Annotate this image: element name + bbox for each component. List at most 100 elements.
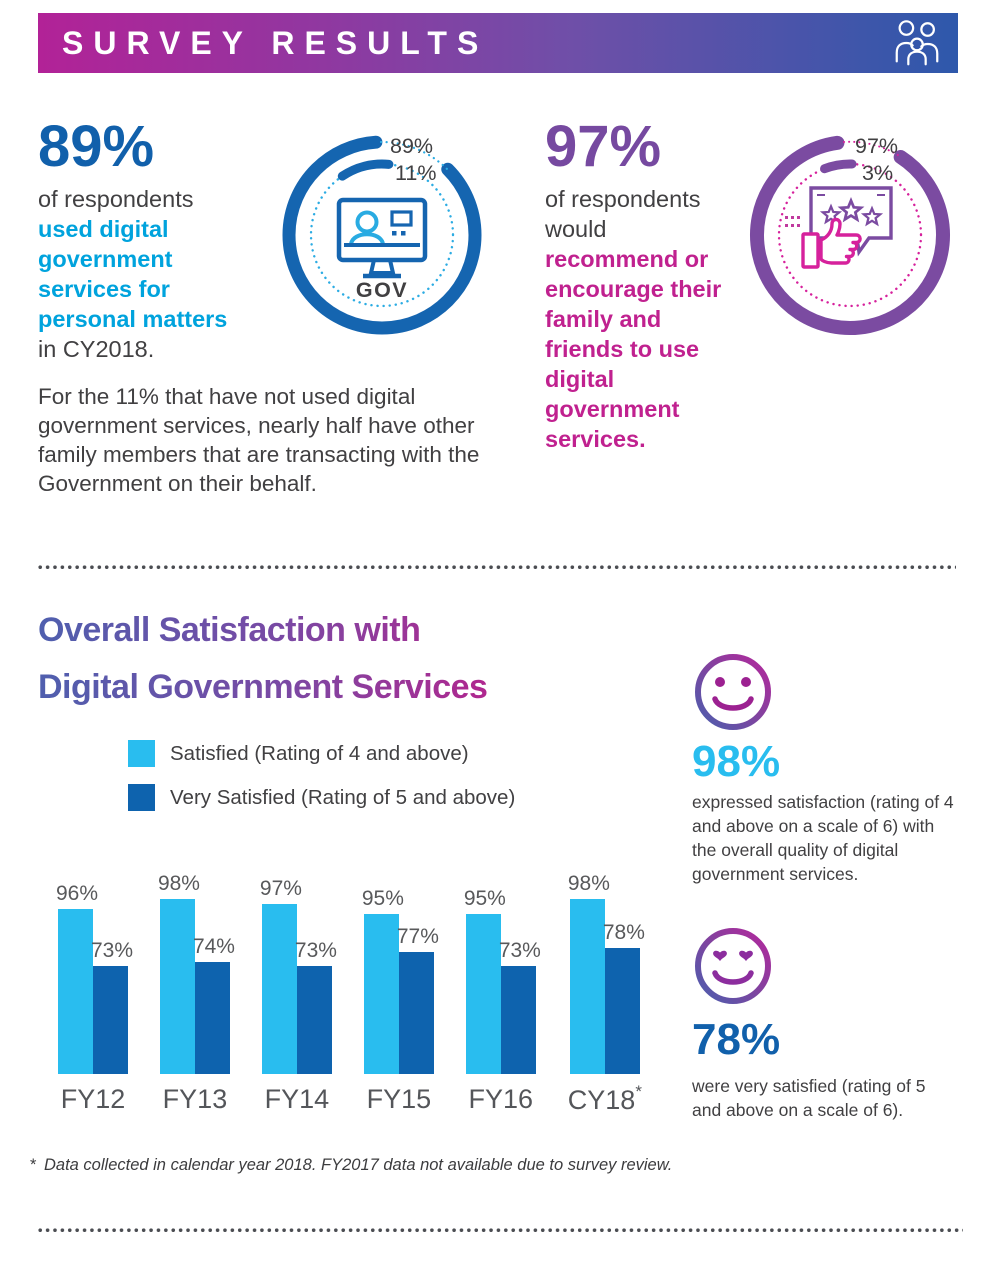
bar-very-satisfied-FY12: 73% <box>91 939 133 1074</box>
smiley-heart-eyes-icon <box>695 928 771 1004</box>
callout-98-value: 98% <box>692 737 781 786</box>
stat-97-line: government <box>545 396 680 422</box>
footnote-marker-ref: * <box>635 1082 642 1101</box>
speed-dots <box>785 216 800 227</box>
bar-pair: 98% 78% <box>568 858 645 1074</box>
page-title: SURVEY RESULTS <box>62 24 489 61</box>
bar-chart-groups: 96% 73% FY12 98% 74% FY13 97% 73% FY14 95% 77% FY15… <box>56 858 645 1116</box>
arc-3 <box>774 159 926 311</box>
bar-value-label: 73% <box>294 939 337 962</box>
bar-value-label: 97% <box>259 877 302 900</box>
section-title: Overall Satisfaction with Digital Govern… <box>38 602 487 716</box>
legend-label: Very Satisfied (Rating of 5 and above) <box>170 785 516 809</box>
donut-label-89: 89% <box>390 134 433 158</box>
bar-satisfied-FY13: 98% <box>158 872 200 1074</box>
bar-pair: 98% 74% <box>158 858 235 1074</box>
section-title-line1: Overall Satisfaction with <box>38 611 421 649</box>
legend-swatch-very-satisfied <box>128 784 155 811</box>
bar-satisfied-CY18: 98% <box>568 872 610 1074</box>
stat-89-line: government <box>38 246 173 272</box>
donut-chart-used-services: 89% 11% GOV <box>282 134 482 335</box>
bar-group-FY12: 96% 73% FY12 <box>56 858 133 1116</box>
bar-satisfied-FY14: 97% <box>260 877 302 1074</box>
dotted-leader <box>379 140 450 172</box>
stat-97-line: services. <box>545 426 646 452</box>
bar-value-label: 74% <box>192 935 235 958</box>
callout-98-text: expressed satisfaction (rating of 4 and … <box>692 792 954 884</box>
category-label-FY12: FY12 <box>60 1084 126 1114</box>
legend-label: Satisfied (Rating of 4 and above) <box>170 741 469 765</box>
donut-chart-recommend: 97% 3% <box>750 134 950 335</box>
section-title-line2: Digital Government Services <box>38 668 488 706</box>
stat-89-line: used digital <box>38 216 169 242</box>
bar-pair: 95% 73% <box>464 858 541 1074</box>
dotted-leader <box>843 140 902 158</box>
satisfaction-bar-chart: 96% 73% FY12 98% 74% FY13 97% 73% FY14 95% 77% FY15… <box>56 858 645 1116</box>
stat-97-line: digital <box>545 366 615 392</box>
bar-satisfied-FY12: 96% <box>56 882 98 1074</box>
stat-89-line: in CY2018. <box>38 336 155 362</box>
stat-89-value: 89% <box>38 114 155 179</box>
family-icon <box>895 20 939 66</box>
legend-swatch-satisfied <box>128 740 155 767</box>
callout-78-text: were very satisfied (rating of 5 and abo… <box>692 1076 926 1120</box>
arc-11 <box>306 159 458 311</box>
footnote: * Data collected in calendar year 2018. … <box>30 1154 684 1177</box>
stat-97-line: would <box>545 216 607 242</box>
stat-97-value: 97% <box>545 114 662 179</box>
arc-97 <box>750 135 950 335</box>
stat-89-line: services for <box>38 276 170 302</box>
bar-value-label: 73% <box>91 939 134 962</box>
stat-used-digital-services: 89% of respondents used digital governme… <box>38 116 268 364</box>
category-label-FY16: FY16 <box>468 1084 534 1114</box>
footnote-marker: * <box>30 1156 37 1174</box>
bar-group-FY15: 95% 77% FY15 <box>362 858 439 1116</box>
callout-78-value: 78% <box>692 1015 781 1064</box>
stat-97-line: recommend or <box>545 246 709 272</box>
bar-pair: 96% 73% <box>56 858 133 1074</box>
donut-label-11: 11% <box>395 161 436 185</box>
category-label-FY14: FY14 <box>264 1084 330 1114</box>
legend-item-very-satisfied: Very Satisfied (Rating of 5 and above) <box>128 784 515 811</box>
category-label-FY13: FY13 <box>162 1084 228 1114</box>
bar-very-satisfied-FY16: 73% <box>499 939 541 1074</box>
stat-97-line: family and <box>545 306 662 332</box>
dotted-circle <box>777 162 923 308</box>
category-label-CY18: CY18* <box>567 1082 642 1115</box>
review-thumbs-up-icon <box>785 186 893 269</box>
stat-recommend: 97% of respondents would recommend or en… <box>545 116 755 454</box>
section-divider-bottom <box>38 1228 963 1233</box>
bar-pair: 97% 73% <box>260 858 337 1074</box>
category-label-FY15: FY15 <box>366 1084 432 1114</box>
non-users-paragraph: For the 11% that have not used digital g… <box>38 384 480 496</box>
bar-value-label: 98% <box>157 872 200 895</box>
bar-value-label: 95% <box>463 887 506 910</box>
section-divider-top <box>38 565 956 570</box>
bar-value-label: 96% <box>56 882 99 905</box>
bar-value-label: 77% <box>396 925 439 948</box>
smiley-face-icon <box>695 654 771 730</box>
gov-caption: GOV <box>356 278 408 302</box>
donut-label-3: 3% <box>862 161 893 185</box>
dotted-circle <box>309 162 455 308</box>
bar-value-label: 73% <box>498 939 541 962</box>
stat-97-line: encourage their <box>545 276 722 302</box>
chart-legend: Satisfied (Rating of 4 and above) Very S… <box>128 740 515 811</box>
bar-satisfied-FY15: 95% <box>362 887 404 1074</box>
footnote-text: Data collected in calendar year 2018. FY… <box>44 1156 673 1174</box>
header-banner: SURVEY RESULTS <box>38 13 958 73</box>
stat-97-line: of respondents <box>545 186 701 212</box>
bar-group-FY14: 97% 73% FY14 <box>260 858 337 1116</box>
bar-value-label: 78% <box>602 921 645 944</box>
stat-89-line: of respondents <box>38 186 194 212</box>
stat-89-line: personal matters <box>38 306 228 332</box>
bar-group-CY18: 98% 78% CY18* <box>567 858 645 1116</box>
donut-label-97: 97% <box>855 134 898 158</box>
bar-very-satisfied-CY18: 78% <box>603 921 645 1074</box>
gov-monitor-icon <box>336 197 428 279</box>
bar-value-label: 95% <box>361 887 404 910</box>
bar-very-satisfied-FY13: 74% <box>193 935 235 1074</box>
bar-satisfied-FY16: 95% <box>464 887 506 1074</box>
bar-very-satisfied-FY15: 77% <box>397 925 439 1074</box>
